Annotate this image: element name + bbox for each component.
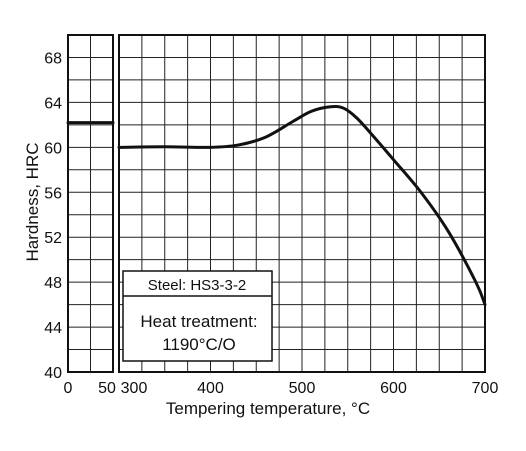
annotation-treatment-line2: 1190°C/O [162, 335, 236, 354]
y-tick-label: 44 [44, 320, 62, 337]
x-axis-title: Tempering temperature, °C [166, 399, 370, 418]
left-panel-grid [68, 35, 113, 372]
right-panel-frame [118, 34, 486, 373]
x-tick-labels: 0 50 300 400 500 600 700 [64, 380, 499, 397]
x-tick-label: 700 [472, 380, 499, 397]
right-panel-grid [119, 35, 485, 372]
y-axis-title: Hardness, HRC [23, 142, 42, 261]
left-panel-frame [67, 34, 114, 373]
annotation-frame [122, 270, 273, 362]
y-tick-label: 56 [44, 185, 62, 202]
x-tick-label: 50 [98, 380, 116, 397]
y-tick-labels: 40 44 48 52 56 60 64 68 [44, 50, 62, 382]
y-tick-label: 52 [44, 230, 62, 247]
y-tick-label: 60 [44, 140, 62, 157]
y-tick-label: 48 [44, 275, 62, 292]
annotation-treatment-line1: Heat treatment: [140, 312, 257, 331]
y-tick-label: 40 [44, 365, 62, 382]
hardness-curve-tempered [117, 105, 487, 307]
x-tick-label: 400 [197, 380, 224, 397]
x-tick-label: 300 [121, 380, 148, 397]
x-tick-label: 0 [64, 380, 73, 397]
x-tick-label: 600 [380, 380, 407, 397]
annotation-steel-label: Steel: HS3-3-2 [148, 277, 246, 294]
y-tick-label: 64 [44, 95, 62, 112]
y-tick-label: 68 [44, 50, 62, 67]
x-tick-label: 500 [289, 380, 316, 397]
annotation-box: Steel: HS3-3-2 Heat treatment: 1190°C/O [122, 270, 273, 362]
right-panel-series [117, 105, 487, 307]
